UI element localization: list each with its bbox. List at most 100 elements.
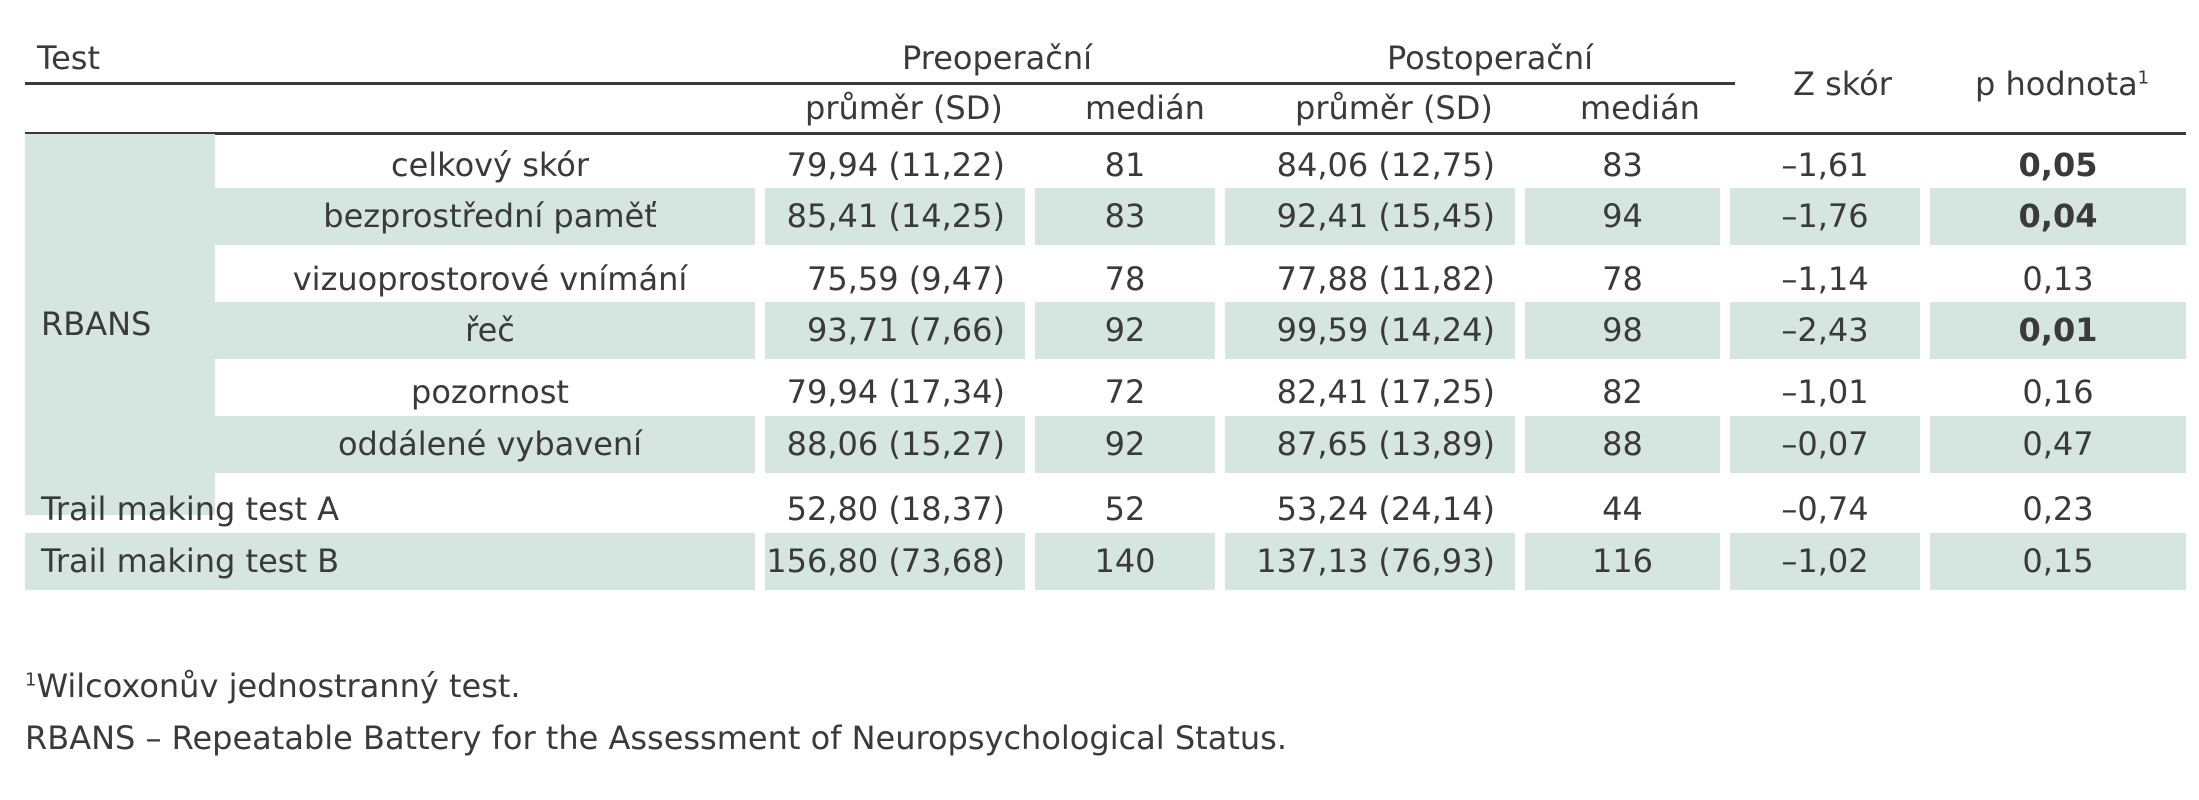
row-shade	[1035, 416, 1215, 473]
row-shade	[1930, 416, 2186, 473]
row-shade	[1730, 302, 1920, 359]
cell-pre-mean: 52,80 (18,37)	[786, 490, 1005, 528]
row-shade	[1525, 302, 1720, 359]
cell-post-mean: 84,06 (12,75)	[1276, 146, 1495, 184]
footnote-2: RBANS – Repeatable Battery for the Asses…	[25, 719, 1287, 757]
cell-post-median: 116	[1591, 542, 1654, 580]
row-shade	[215, 188, 755, 245]
cell-z: –1,61	[1781, 146, 1869, 184]
cell-pre-mean: 75,59 (9,47)	[807, 260, 1005, 298]
cell-p: 0,23	[2022, 490, 2094, 528]
header-p-value-text: p hodnota	[1975, 65, 2138, 103]
cell-z: –1,01	[1781, 373, 1869, 411]
cell-post-median: 78	[1602, 260, 1643, 298]
cell-p: 0,05	[2018, 146, 2098, 184]
footnotes: 1Wilcoxonův jednostranný test. RBANS – R…	[25, 660, 1287, 764]
cell-p: 0,47	[2022, 425, 2094, 463]
cell-pre-mean: 79,94 (11,22)	[786, 146, 1005, 184]
cell-pre-median: 52	[1104, 490, 1146, 528]
footnote-1-text: Wilcoxonův jednostranný test.	[36, 667, 521, 705]
cell-pre-mean: 79,94 (17,34)	[786, 373, 1005, 411]
cell-name: Trail making test A	[41, 490, 340, 528]
table-row: Trail making test B 156,80 (73,68) 140 137,…	[25, 533, 2186, 590]
row-shade	[1225, 188, 1515, 245]
table-row: oddálené vybavení 88,06 (15,27) 92 87,65 (1…	[25, 416, 2186, 473]
cell-post-mean: 53,24 (24,14)	[1276, 490, 1495, 528]
row-shade	[765, 533, 1025, 590]
cell-post-median: 82	[1602, 373, 1643, 411]
row-shade	[1035, 188, 1215, 245]
row-shade	[1930, 188, 2186, 245]
cell-name: oddálené vybavení	[337, 425, 643, 463]
cell-p: 0,04	[2018, 197, 2098, 235]
row-shade	[215, 416, 755, 473]
rbans-block: RBANS	[25, 134, 215, 515]
header-post-median: medián	[1580, 89, 1700, 127]
footnote-1: 1Wilcoxonův jednostranný test.	[25, 660, 1287, 712]
cell-post-median: 94	[1602, 197, 1643, 235]
cell-post-median: 44	[1602, 490, 1643, 528]
header-postop: Postoperační	[1387, 39, 1594, 77]
cell-pre-median: 92	[1104, 425, 1146, 463]
row-shade	[1730, 533, 1920, 590]
cell-pre-median: 72	[1104, 373, 1146, 411]
row-shade	[1930, 302, 2186, 359]
row-shade	[25, 533, 755, 590]
cell-post-mean: 77,88 (11,82)	[1276, 260, 1495, 298]
table-row: pozornost 79,94 (17,34) 72 82,41 (17,25) 82 –…	[25, 364, 2186, 421]
row-shade	[1730, 188, 1920, 245]
header-p-value: p hodnota1	[1975, 64, 2149, 104]
cell-pre-mean: 93,71 (7,66)	[807, 311, 1005, 349]
row-shade	[1225, 302, 1515, 359]
cell-post-median: 83	[1602, 146, 1643, 184]
cell-z: –1,76	[1781, 197, 1869, 235]
table-row: řeč 93,71 (7,66) 92 99,59 (14,24) 98 –2,43 0,0…	[25, 302, 2186, 359]
cell-post-mean: 87,65 (13,89)	[1276, 425, 1495, 463]
table-row: Trail making test A 52,80 (18,37) 52 53,24 …	[25, 481, 2186, 538]
header-pre-median: medián	[1085, 89, 1205, 127]
cell-z: –1,14	[1781, 260, 1869, 298]
row-shade	[765, 302, 1025, 359]
results-table: Test Preoperační Postoperační průměr (SD…	[25, 24, 2186, 648]
cell-p: 0,15	[2022, 542, 2094, 580]
cell-pre-mean: 88,06 (15,27)	[786, 425, 1005, 463]
cell-pre-mean: 85,41 (14,25)	[786, 197, 1005, 235]
cell-z: –1,02	[1781, 542, 1869, 580]
header-bottom-rule	[25, 132, 2186, 135]
cell-p: 0,16	[2022, 373, 2094, 411]
cell-pre-median: 81	[1104, 146, 1146, 184]
cell-z: –0,07	[1781, 425, 1869, 463]
header-preop: Preoperační	[902, 39, 1092, 77]
cell-name: vizuoprostorové vnímání	[292, 260, 688, 298]
cell-post-median: 98	[1602, 311, 1643, 349]
table-row: celkový skór 79,94 (11,22) 81 84,06 (12,75)…	[25, 137, 2186, 194]
rbans-label: RBANS	[41, 305, 152, 343]
row-shade	[1525, 188, 1720, 245]
cell-name: pozornost	[411, 373, 569, 411]
cell-pre-median: 83	[1104, 197, 1146, 235]
cell-z: –2,43	[1781, 311, 1869, 349]
row-shade	[1930, 533, 2186, 590]
row-shade	[765, 188, 1025, 245]
cell-name: bezprostřední paměť	[323, 197, 657, 235]
row-shade	[1225, 416, 1515, 473]
table-row: bezprostřední paměť 85,41 (14,25) 83 92,41 …	[25, 188, 2186, 245]
header-test: Test	[37, 39, 101, 77]
cell-pre-median: 78	[1104, 260, 1146, 298]
cell-post-mean: 137,13 (76,93)	[1256, 542, 1495, 580]
cell-post-mean: 82,41 (17,25)	[1276, 373, 1495, 411]
cell-name: Trail making test B	[41, 542, 340, 580]
row-shade	[765, 416, 1025, 473]
cell-z: –0,74	[1781, 490, 1869, 528]
cell-name: řeč	[465, 311, 515, 349]
row-shade	[1225, 533, 1515, 590]
header-pre-mean-sd: průměr (SD)	[805, 89, 1003, 127]
row-shade	[1525, 533, 1720, 590]
header-p-value-sup: 1	[2137, 67, 2150, 89]
row-shade	[1730, 416, 1920, 473]
cell-p: 0,13	[2022, 260, 2094, 298]
cell-post-median: 88	[1602, 425, 1643, 463]
cell-post-mean: 92,41 (15,45)	[1276, 197, 1495, 235]
cell-pre-median: 140	[1094, 542, 1156, 580]
table-body: RBANS celkový skór 79,94 (11,22) 81 84,06 (…	[25, 134, 2186, 648]
